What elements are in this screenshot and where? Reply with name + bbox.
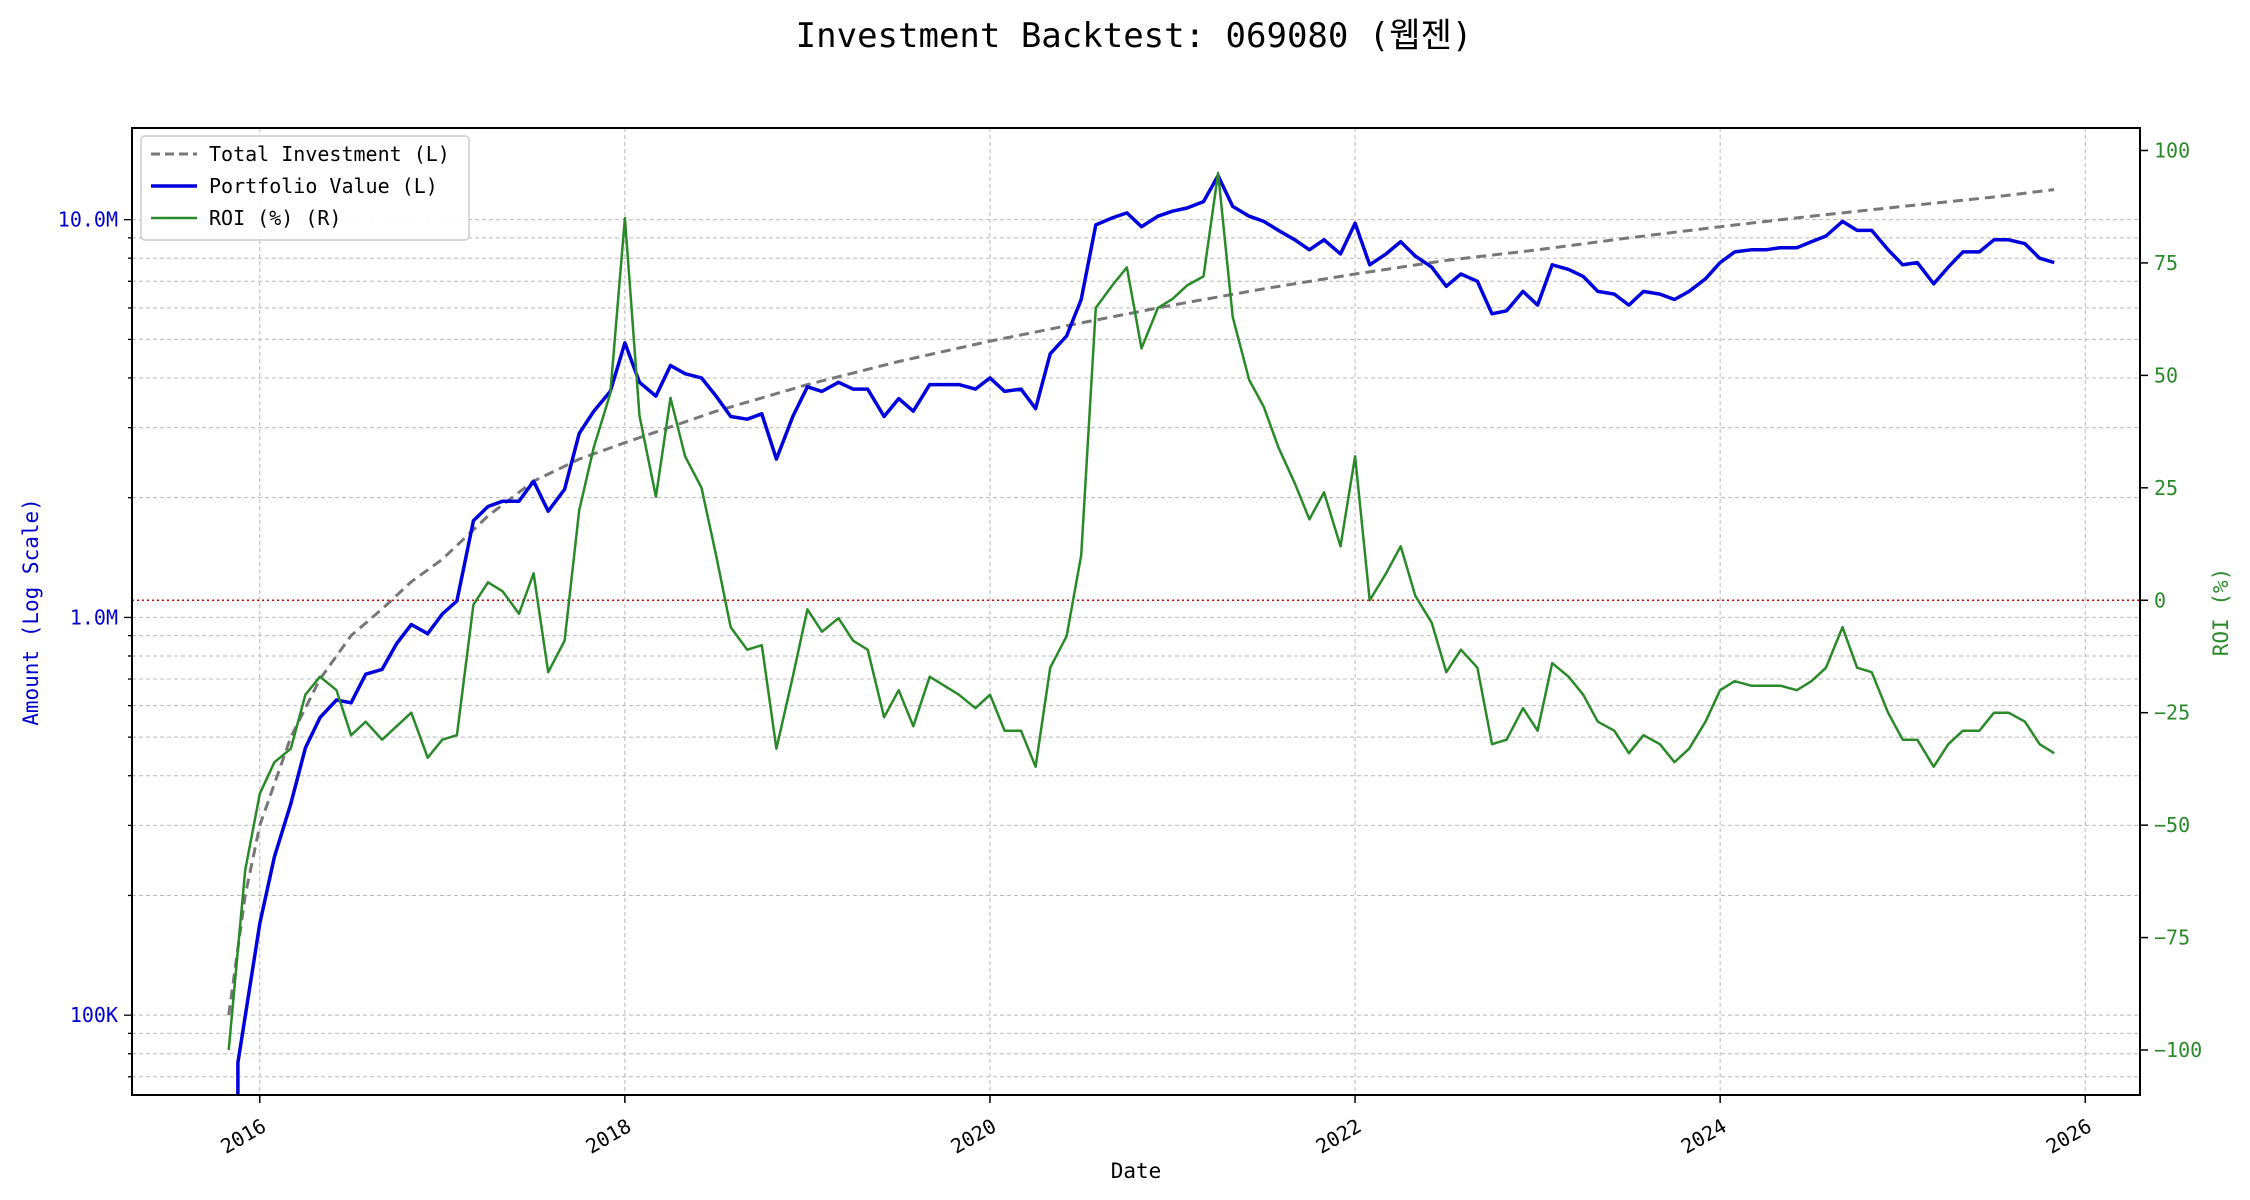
grid — [132, 128, 2140, 1095]
legend-box — [140, 135, 470, 241]
total-investment-line — [227, 188, 2055, 1016]
legend-roi-label: ROI (%) (R) — [209, 206, 341, 230]
x-tick-label: 2016 — [216, 1114, 270, 1159]
series-lines — [227, 171, 2055, 1095]
legend-portfolio-label: Portfolio Value (L) — [209, 174, 438, 198]
right-tick-label: 0 — [2154, 588, 2166, 612]
x-axis: 2016 2018 2020 2022 2024 2026 — [216, 1095, 2096, 1159]
left-tick-label: 100K — [70, 1003, 118, 1027]
chart-title: Investment Backtest: 069080 (웹젠) — [796, 16, 1473, 56]
left-tick-label: 10.0M — [58, 208, 118, 232]
right-tick-label: 25 — [2154, 476, 2178, 500]
x-tick-label: 2024 — [1677, 1114, 1731, 1159]
left-tick-label: 1.0M — [70, 605, 118, 629]
x-axis-label: Date — [1111, 1159, 1162, 1183]
right-tick-label: 100 — [2154, 138, 2190, 162]
x-tick-label: 2022 — [1312, 1114, 1366, 1159]
right-tick-label: −25 — [2154, 701, 2190, 725]
right-y-axis: −100 −75 −50 −25 0 25 50 75 100 — [2140, 138, 2202, 1062]
legend: Total Investment (L) Portfolio Value (L)… — [140, 135, 470, 241]
x-tick-label: 2020 — [947, 1114, 1001, 1159]
x-tick-label: 2018 — [581, 1114, 635, 1159]
roi-line — [227, 171, 2055, 1051]
left-y-axis: 100K 1.0M 10.0M — [58, 208, 132, 1078]
x-tick-label: 2026 — [2042, 1114, 2096, 1159]
right-y-axis-label: ROI (%) — [2209, 568, 2233, 657]
right-tick-label: −100 — [2154, 1038, 2202, 1062]
portfolio-value-line — [236, 173, 2055, 1095]
legend-investment-label: Total Investment (L) — [209, 142, 450, 166]
plot-frame — [131, 127, 2141, 1096]
right-tick-label: −75 — [2154, 926, 2190, 950]
right-tick-label: 75 — [2154, 251, 2178, 275]
left-y-axis-label: Amount (Log Scale) — [19, 498, 43, 726]
right-tick-label: 50 — [2154, 363, 2178, 387]
right-tick-label: −50 — [2154, 813, 2190, 837]
